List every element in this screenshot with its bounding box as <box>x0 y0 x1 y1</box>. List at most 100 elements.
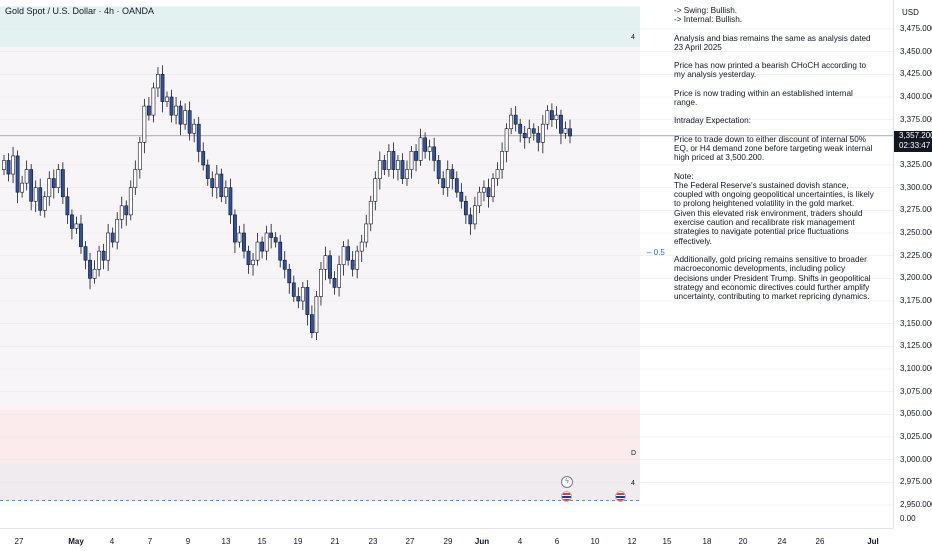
candle-down[interactable] <box>296 296 301 302</box>
candle-down[interactable] <box>531 128 536 134</box>
candle-up[interactable] <box>156 74 160 89</box>
candle-up[interactable] <box>386 151 391 170</box>
candle-down[interactable] <box>414 151 418 161</box>
candle-up[interactable] <box>473 205 477 225</box>
candle-down[interactable] <box>205 164 210 179</box>
candle-down[interactable] <box>210 178 215 188</box>
candle-up[interactable] <box>165 96 169 102</box>
us-flag-event-icon[interactable] <box>561 491 572 502</box>
candle-up[interactable] <box>74 223 79 229</box>
candle-down[interactable] <box>328 255 332 279</box>
candle-up[interactable] <box>337 264 341 288</box>
candle-down[interactable] <box>273 237 278 243</box>
candle-up[interactable] <box>119 205 124 220</box>
candle-down[interactable] <box>124 205 129 216</box>
candle-down[interactable] <box>350 259 355 270</box>
lightning-event-icon[interactable]: ϟ <box>561 476 573 488</box>
candle-up[interactable] <box>554 114 559 120</box>
candle-up[interactable] <box>137 142 142 170</box>
candle-down[interactable] <box>38 187 43 211</box>
candle-down[interactable] <box>382 160 387 170</box>
candle-down[interactable] <box>559 114 563 134</box>
candle-down[interactable] <box>332 278 337 288</box>
candle-down[interactable] <box>201 151 206 166</box>
candle-up[interactable] <box>106 232 111 261</box>
candle-up[interactable] <box>214 173 219 188</box>
candle-up[interactable] <box>405 169 409 179</box>
candle-down[interactable] <box>391 151 396 170</box>
candle-up[interactable] <box>373 178 378 202</box>
candle-down[interactable] <box>70 214 74 229</box>
candle-up[interactable] <box>418 137 423 161</box>
candle-up[interactable] <box>540 123 545 143</box>
candle-up[interactable] <box>341 246 346 266</box>
candle-down[interactable] <box>110 232 115 243</box>
candle-down[interactable] <box>513 114 518 125</box>
candle-up[interactable] <box>251 259 255 266</box>
candle-down[interactable] <box>436 160 441 179</box>
currency-label[interactable]: USD <box>902 8 919 17</box>
candle-up[interactable] <box>133 169 138 188</box>
candle-down[interactable] <box>518 123 523 134</box>
candle-up[interactable] <box>255 241 260 261</box>
candle-up[interactable] <box>409 151 414 170</box>
candle-down[interactable] <box>459 191 464 202</box>
candle-up[interactable] <box>115 219 120 243</box>
candle-up[interactable] <box>445 169 450 188</box>
candle-up[interactable] <box>504 128 509 152</box>
candle-down[interactable] <box>242 232 246 252</box>
candle-up[interactable] <box>97 250 101 270</box>
candle-down[interactable] <box>549 110 554 120</box>
candle-down[interactable] <box>282 259 287 270</box>
candle-up[interactable] <box>355 250 360 270</box>
candle-down[interactable] <box>160 74 165 102</box>
price-chart-plot[interactable] <box>0 0 893 528</box>
candle-down[interactable] <box>432 146 437 161</box>
candle-down[interactable] <box>65 196 70 216</box>
candle-down[interactable] <box>83 246 88 261</box>
candle-down[interactable] <box>219 173 224 198</box>
candle-up[interactable] <box>563 128 568 134</box>
candle-up[interactable] <box>2 160 6 170</box>
candle-down[interactable] <box>178 105 183 125</box>
candle-down[interactable] <box>346 246 351 261</box>
candle-up[interactable] <box>509 114 514 130</box>
candle-down[interactable] <box>260 241 264 252</box>
candle-up[interactable] <box>128 187 133 216</box>
candle-down[interactable] <box>463 200 468 216</box>
candle-down[interactable] <box>291 282 296 297</box>
candle-up[interactable] <box>20 182 25 193</box>
candle-up[interactable] <box>377 160 382 179</box>
candle-down[interactable] <box>441 178 446 188</box>
candle-down[interactable] <box>278 241 283 261</box>
candle-down[interactable] <box>450 169 455 179</box>
candle-down[interactable] <box>29 169 34 202</box>
candle-up[interactable] <box>174 105 178 116</box>
candle-down[interactable] <box>6 160 11 175</box>
candle-down[interactable] <box>269 232 274 238</box>
candle-up[interactable] <box>223 187 228 198</box>
us-flag-event-icon[interactable] <box>615 491 626 502</box>
candle-down[interactable] <box>400 160 405 179</box>
candle-down[interactable] <box>486 187 491 198</box>
candle-up[interactable] <box>56 169 61 188</box>
candle-up[interactable] <box>151 87 156 116</box>
candle-up[interactable] <box>545 110 550 125</box>
candle-down[interactable] <box>522 132 527 139</box>
candle-up[interactable] <box>24 169 29 184</box>
candle-down[interactable] <box>568 128 572 137</box>
candle-up[interactable] <box>300 287 305 302</box>
candle-down[interactable] <box>88 259 92 279</box>
candle-down[interactable] <box>101 250 106 261</box>
candle-up[interactable] <box>359 241 364 252</box>
candle-up[interactable] <box>183 110 188 125</box>
candle-down[interactable] <box>187 110 192 134</box>
candle-up[interactable] <box>92 268 97 279</box>
candle-down[interactable] <box>146 105 151 116</box>
candle-down[interactable] <box>310 314 314 334</box>
candle-up[interactable] <box>314 296 319 334</box>
candle-down[interactable] <box>454 178 459 193</box>
price-scale[interactable]: USD 3,475.000 3,450.000 3,425.000 3,400.000… <box>893 0 932 528</box>
candle-up[interactable] <box>527 128 532 139</box>
